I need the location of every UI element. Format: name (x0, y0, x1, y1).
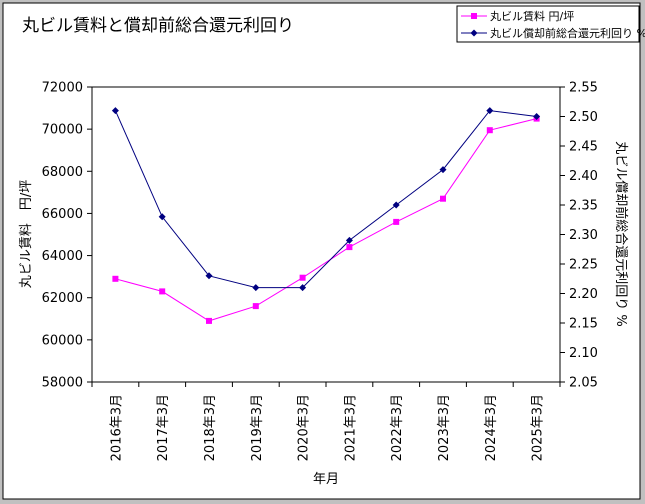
data-point-diamond (345, 236, 353, 244)
left-tick-label: 62000 (42, 291, 83, 306)
left-tick-label: 68000 (42, 165, 83, 180)
x-axis-label: 年月 (313, 472, 339, 487)
chart-title: 丸ビル賃料と償却前総合還元利回り (22, 16, 294, 36)
data-point-square (159, 288, 166, 295)
data-point-square (252, 303, 259, 310)
left-tick-label: 58000 (42, 376, 83, 391)
x-tick-label: 2022年3月 (390, 394, 405, 461)
x-axis: 2016年3月 2017年3月 2018年3月 2019年3月 2020年3月 2021年… (91, 382, 561, 461)
left-tick-label: 66000 (42, 207, 83, 222)
legend-label-yield: 丸ビル償却前総合還元利回り % (490, 26, 645, 40)
left-tick-label: 64000 (42, 249, 83, 264)
right-tick-label: 2.15 (569, 317, 598, 332)
data-point-diamond (158, 213, 166, 221)
right-tick-label: 2.30 (569, 228, 598, 243)
legend-marker-rent (471, 13, 477, 19)
legend-marker-yield (470, 29, 478, 37)
left-tick-label: 72000 (42, 81, 83, 96)
x-tick-label: 2021年3月 (343, 394, 358, 461)
legend: 丸ビル賃料 円/坪 丸ビル償却前総合還元利回り % (456, 5, 645, 43)
series-line (114, 110, 537, 289)
right-axis-label: 丸ビル償却前総合還元利回り % (613, 141, 629, 327)
plot-area (91, 86, 561, 383)
x-tick-label: 2019年3月 (250, 394, 265, 461)
right-tick-label: 2.45 (569, 140, 598, 155)
right-y-axis: 2.05 2.10 2.15 2.20 2.25 2.30 2.35 2.40 2.45 2.50… (560, 81, 598, 391)
x-tick-label: 2020年3月 (297, 394, 312, 461)
data-point-diamond (533, 113, 541, 120)
series-yield (111, 107, 541, 292)
left-tick-label: 70000 (42, 123, 83, 138)
legend-label-rent: 丸ビル賃料 円/坪 (490, 9, 574, 23)
x-tick-label: 2016年3月 (109, 394, 124, 461)
data-point-diamond (111, 107, 119, 115)
x-tick-label: 2017年3月 (156, 394, 171, 461)
right-tick-label: 2.25 (569, 258, 598, 273)
data-point-square (440, 195, 446, 202)
data-point-diamond (299, 284, 307, 292)
right-tick-label: 2.10 (569, 346, 598, 361)
data-point-square (299, 274, 306, 281)
right-tick-label: 2.40 (569, 169, 598, 184)
left-y-axis: 58000 60000 62000 64000 66000 68000 70000 72000 (42, 81, 92, 391)
data-point-diamond (439, 166, 447, 174)
x-tick-label: 2024年3月 (484, 394, 499, 461)
right-tick-label: 2.05 (569, 376, 598, 391)
data-point-square (393, 218, 400, 225)
legend-box (456, 5, 640, 43)
left-tick-label: 60000 (42, 333, 83, 348)
data-point-square (346, 244, 353, 251)
data-point-diamond (205, 272, 213, 280)
x-tick-label: 2018年3月 (203, 394, 218, 461)
x-tick-label: 2023年3月 (437, 394, 452, 461)
data-point-square (112, 275, 119, 282)
x-tick-label: 2025年3月 (531, 394, 546, 461)
right-tick-label: 2.55 (569, 81, 598, 96)
series-line (115, 118, 537, 322)
left-axis-label: 丸ビル賃料 円/坪 (19, 180, 34, 288)
data-point-square (206, 317, 212, 324)
data-point-diamond (392, 201, 400, 209)
data-point-diamond (252, 284, 260, 292)
right-tick-label: 2.20 (569, 287, 598, 302)
data-point-diamond (486, 107, 494, 115)
right-tick-label: 2.50 (569, 110, 598, 125)
right-tick-label: 2.35 (569, 199, 598, 214)
data-point-square (486, 127, 493, 134)
